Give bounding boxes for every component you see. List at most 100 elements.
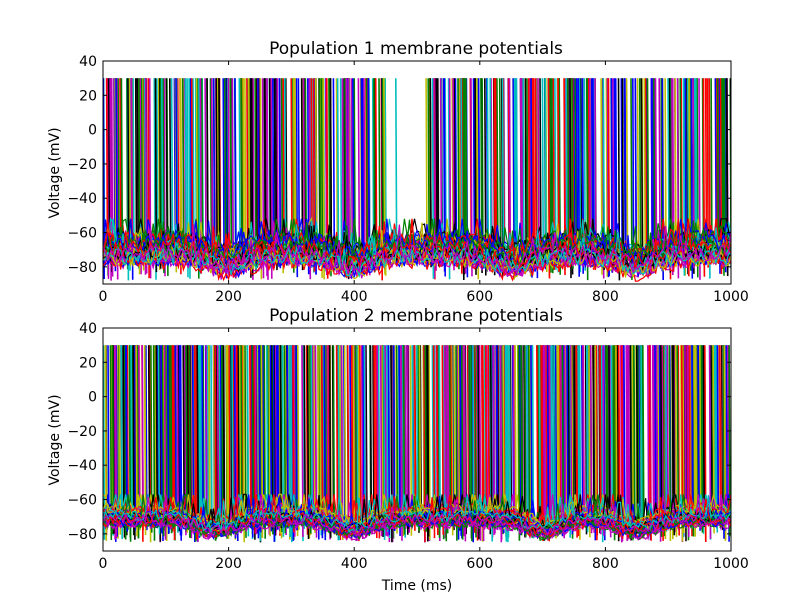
spike-trace — [257, 345, 260, 523]
spike-trace — [686, 78, 690, 264]
y-tick-label: 20 — [79, 355, 97, 371]
spike-trace — [170, 78, 174, 250]
spike-trace — [480, 78, 483, 250]
spike-trace — [347, 78, 351, 268]
spike-trace — [185, 345, 188, 522]
spike-trace — [682, 345, 685, 534]
spike-trace — [165, 78, 168, 249]
spike-trace — [406, 345, 409, 519]
spike-trace — [339, 78, 343, 271]
spike-trace — [269, 345, 273, 532]
spike-trace — [668, 345, 672, 519]
spike-trace — [524, 78, 528, 269]
spike-trace — [241, 345, 245, 519]
membrane-trace — [103, 222, 731, 279]
spike-trace — [231, 345, 234, 526]
spike-trace — [305, 345, 309, 535]
spike-trace — [570, 345, 574, 526]
plot-area — [103, 78, 731, 282]
spike-trace — [587, 78, 591, 254]
spike-trace — [403, 345, 407, 529]
spike-trace — [363, 78, 366, 267]
spike-trace — [695, 78, 698, 248]
spike-trace — [191, 345, 195, 518]
spike-trace — [684, 345, 687, 526]
chart-title: Population 1 membrane potentials — [269, 39, 563, 59]
spike-trace — [633, 345, 636, 526]
spike-trace — [332, 78, 336, 257]
spike-trace — [320, 78, 324, 258]
spike-trace — [532, 78, 536, 253]
spike-trace — [574, 78, 578, 264]
y-tick-label: −80 — [67, 260, 97, 276]
spike-trace — [159, 78, 163, 247]
spike-trace — [413, 345, 417, 522]
spike-trace — [232, 345, 235, 523]
spike-trace — [358, 345, 362, 526]
spike-trace — [712, 345, 715, 534]
spike-trace — [526, 345, 529, 522]
spike-trace — [721, 345, 724, 531]
spike-trace — [465, 78, 468, 254]
spike-trace — [114, 78, 117, 253]
spike-trace — [592, 345, 595, 529]
spike-trace — [546, 345, 550, 527]
spike-trace — [425, 78, 428, 249]
spike-trace — [381, 345, 384, 519]
spike-trace — [501, 78, 505, 249]
spike-trace — [560, 345, 563, 534]
spike-trace — [635, 345, 639, 524]
spike-trace — [606, 345, 609, 522]
spike-trace — [725, 345, 729, 518]
spike-trace — [357, 345, 361, 517]
spike-trace — [242, 78, 245, 255]
x-tick-label: 200 — [215, 289, 242, 305]
spike-trace — [451, 345, 455, 525]
membrane-trace — [103, 231, 731, 279]
spike-trace — [512, 345, 516, 519]
spike-trace — [343, 345, 347, 521]
spike-trace — [694, 345, 698, 528]
spike-trace — [523, 345, 526, 537]
spike-trace — [515, 78, 519, 261]
spike-trace — [338, 345, 342, 526]
spike-trace — [190, 78, 194, 257]
spike-trace — [335, 78, 339, 258]
spike-trace — [212, 345, 216, 518]
spike-trace — [563, 345, 567, 534]
spike-trace — [229, 345, 232, 518]
spike-trace — [641, 345, 644, 537]
spike-trace — [173, 78, 177, 253]
spike-trace — [186, 345, 190, 521]
x-axis-label: Time (ms) — [381, 578, 453, 594]
spike-trace — [384, 78, 387, 250]
y-tick-label: 0 — [88, 390, 97, 406]
spike-trace — [255, 78, 259, 268]
spike-trace — [640, 345, 643, 534]
spike-trace — [713, 345, 717, 527]
spike-trace — [636, 345, 640, 530]
spike-trace — [431, 345, 435, 518]
spike-trace — [257, 78, 260, 254]
spike-trace — [644, 78, 648, 276]
spike-trace — [676, 345, 680, 520]
spike-trace — [210, 345, 213, 535]
spike-trace — [395, 345, 399, 521]
spike-trace — [145, 345, 148, 531]
spike-trace — [428, 345, 431, 524]
spike-trace — [586, 78, 589, 255]
spike-trace — [349, 345, 352, 531]
spike-trace — [507, 78, 511, 256]
spike-trace — [229, 78, 233, 249]
spike-trace — [586, 345, 590, 521]
spike-trace — [356, 345, 359, 536]
spike-trace — [365, 78, 369, 260]
spike-trace — [296, 345, 300, 530]
spike-trace — [119, 78, 122, 256]
spike-trace — [494, 78, 498, 269]
spike-trace — [268, 78, 272, 266]
spike-trace — [276, 78, 279, 259]
